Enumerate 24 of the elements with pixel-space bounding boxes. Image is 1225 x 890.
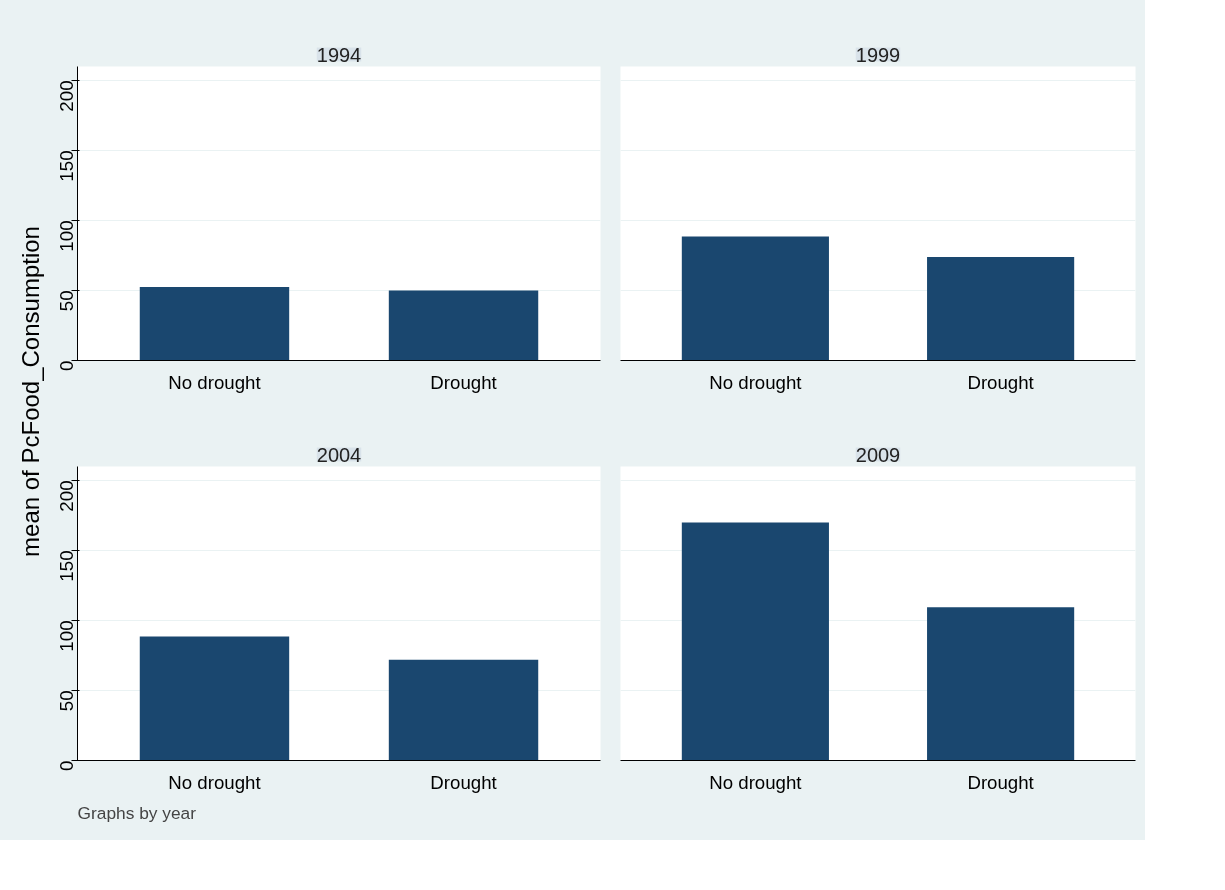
x-tick-label: No drought: [168, 371, 262, 393]
x-tick-label: No drought: [709, 371, 803, 393]
x-tick-label: Drought: [967, 371, 1035, 393]
y-tick-label: 200: [56, 80, 77, 112]
y-tick-label: 0: [56, 360, 77, 371]
chart-title: 2009: [855, 443, 901, 466]
y-tick-label: 0: [56, 760, 77, 771]
y-axis-title: mean of PcFood_Consumption: [17, 226, 44, 557]
text: Graphs by year: [77, 802, 197, 823]
x-tick-label: Drought: [967, 771, 1035, 793]
y-tick-label: 200: [56, 480, 77, 512]
y-tick-label: 100: [56, 620, 77, 652]
x-tick-label: No drought: [709, 771, 803, 793]
x-tick-label: No drought: [168, 771, 262, 793]
y-tick-label: 150: [56, 550, 77, 582]
chart-title: 1999: [855, 43, 901, 66]
chart-title: 2004: [316, 443, 362, 466]
chart-title: 1994: [316, 43, 362, 66]
y-tick-label: 50: [56, 290, 77, 312]
y-tick-label: 50: [56, 690, 77, 712]
y-tick-label: 150: [56, 150, 77, 182]
x-tick-label: Drought: [430, 371, 498, 393]
x-tick-label: Drought: [430, 771, 498, 793]
y-tick-label: 100: [56, 220, 77, 252]
